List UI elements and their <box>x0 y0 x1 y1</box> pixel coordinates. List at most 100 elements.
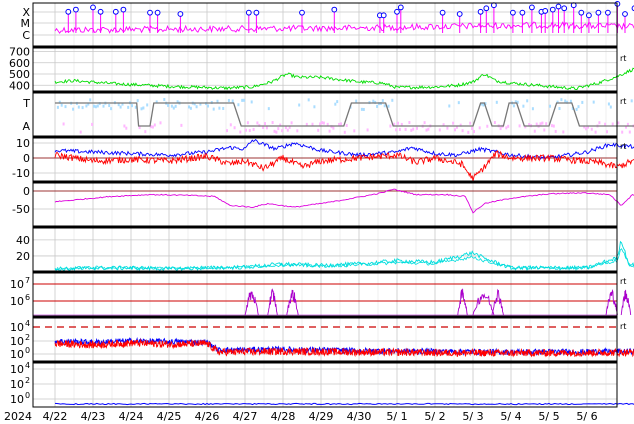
sector-point-toward <box>222 106 225 110</box>
sector-point-away <box>543 128 546 132</box>
flare-marker <box>555 3 562 10</box>
sector-point-toward <box>207 104 209 108</box>
sector-point-away <box>478 126 481 130</box>
sector-point-away <box>410 128 413 132</box>
sector-point-away <box>587 125 589 129</box>
sector-point-away <box>469 121 472 125</box>
sector-point-toward <box>60 103 63 107</box>
exponent: 7 <box>25 276 30 285</box>
flare-marker <box>154 9 161 16</box>
sector-point-away <box>471 127 474 131</box>
sector-point-toward <box>630 99 633 103</box>
sector-point-away <box>397 121 399 125</box>
exponent: 0 <box>25 391 30 400</box>
x-tick-label: 4/24 <box>119 410 144 423</box>
sector-point-away <box>446 126 449 130</box>
sector-point-toward <box>383 104 386 108</box>
sector-point-away <box>290 121 293 125</box>
sector-point-away <box>416 126 418 130</box>
sector-point-away <box>552 124 555 128</box>
sector-point-away <box>518 124 521 128</box>
sector-point-away <box>91 122 94 126</box>
sector-point-away <box>585 127 588 131</box>
imf-bt-line <box>54 138 634 160</box>
sector-point-away <box>550 124 553 128</box>
flare-marker <box>253 9 260 16</box>
sector-point-toward <box>172 106 175 110</box>
flare-marker <box>477 8 484 15</box>
sector-point-toward <box>376 104 379 108</box>
y-tick-label: M <box>21 17 31 30</box>
sector-point-away <box>144 130 147 134</box>
x-tick-label: 4/28 <box>271 410 296 423</box>
sector-point-away <box>594 130 597 134</box>
sector-point-toward <box>218 106 221 110</box>
y-tick-label: C <box>22 29 30 42</box>
sector-point-away <box>442 123 445 127</box>
sector-point-away <box>229 123 232 127</box>
sector-point-away <box>427 127 430 131</box>
sector-point-toward <box>355 99 358 103</box>
sector-point-toward <box>140 107 143 111</box>
sector-point-toward <box>131 104 133 108</box>
year-label: 2024 <box>4 410 32 423</box>
sector-point-toward <box>58 100 61 104</box>
flare-marker <box>120 6 127 13</box>
sector-point-away <box>123 124 126 128</box>
x-tick-label: 4/27 <box>233 410 258 423</box>
sector-point-away <box>353 129 356 133</box>
sector-point-toward <box>609 105 612 109</box>
sector-point-away <box>286 128 289 132</box>
sector-point-toward <box>193 102 196 106</box>
sector-point-away <box>438 128 441 132</box>
x-tick-label: 5/ 2 <box>424 410 445 423</box>
exponent: 2 <box>25 333 30 342</box>
frame-layer <box>32 2 618 408</box>
flare-marker <box>578 9 585 16</box>
sector-point-toward <box>81 106 84 110</box>
x-tick-label: 4/26 <box>195 410 220 423</box>
y-tick-label: 0 <box>23 152 30 165</box>
sector-point-away <box>626 122 629 126</box>
flare-marker <box>491 2 497 9</box>
exponent: 4 <box>25 319 30 328</box>
sector-point-away <box>533 129 536 133</box>
flare-marker <box>394 8 400 15</box>
sector-point-away <box>248 129 251 133</box>
x-ray-flux-line <box>54 402 634 406</box>
sector-point-toward <box>381 99 384 103</box>
sector-point-toward <box>336 100 339 104</box>
sector-point-away <box>256 121 259 125</box>
sector-point-toward <box>134 105 137 109</box>
x-tick-label: 4/30 <box>347 410 372 423</box>
y-tick-label: 10 <box>10 295 24 308</box>
sector-point-away <box>305 122 308 126</box>
sector-point-away <box>319 122 322 126</box>
sector-point-away <box>62 122 65 126</box>
flare-marker <box>65 8 72 15</box>
sector-point-toward <box>189 106 192 110</box>
sector-point-away <box>459 123 462 127</box>
y-tick-label: T <box>22 97 30 110</box>
sector-point-away <box>245 128 247 132</box>
sector-point-away <box>493 121 496 125</box>
sector-point-away <box>275 130 278 134</box>
sector-point-toward <box>313 105 316 109</box>
y-tick-label: 0 <box>23 185 30 198</box>
sector-point-away <box>461 129 464 133</box>
sector-point-away <box>273 129 276 133</box>
wind-speed-line <box>54 67 634 91</box>
sector-point-away <box>322 121 325 125</box>
sector-point-away <box>281 129 284 133</box>
sector-point-toward <box>307 98 310 102</box>
y-tick-label: X <box>22 6 30 19</box>
y-tick-label: 10 <box>10 348 24 361</box>
sector-point-away <box>226 129 228 133</box>
sector-point-toward <box>231 99 234 103</box>
y-tick-label: 10 <box>10 321 24 334</box>
sector-point-away <box>125 126 128 130</box>
sector-point-away <box>524 125 527 129</box>
sector-point-away <box>425 128 428 132</box>
sector-point-toward <box>457 101 460 105</box>
sector-point-toward <box>581 100 584 104</box>
